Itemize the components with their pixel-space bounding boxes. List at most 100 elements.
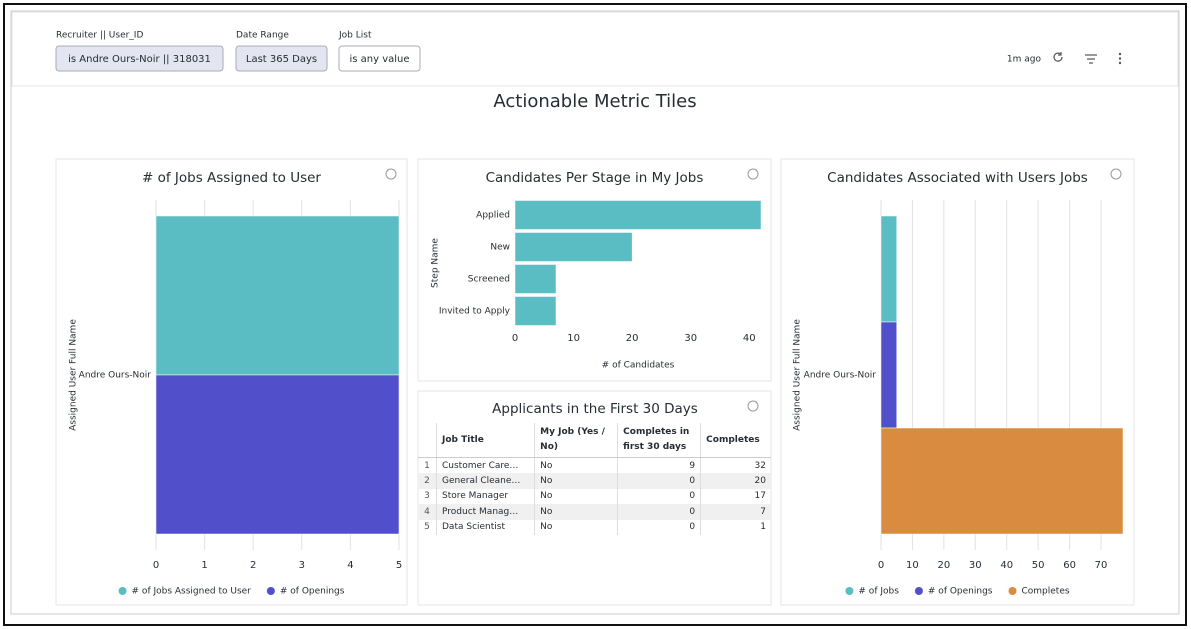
table-cell: 17	[754, 491, 766, 502]
y-axis-label: Step Name	[431, 238, 441, 288]
table-cell: 7	[700, 504, 771, 520]
table: Job Title My Job (Yes / No) Completes in…	[418, 423, 771, 535]
table-cell: 1	[760, 522, 766, 533]
table-cell: No	[534, 519, 619, 535]
x-axis-label: # of Candidates	[602, 361, 675, 371]
x-tick-label: 60	[1063, 560, 1076, 571]
x-tick-label: 50	[1032, 560, 1045, 571]
y-axis-label: Assigned User Full Name	[793, 319, 803, 431]
y-tick-label: Invited to Apply	[439, 307, 511, 317]
table-cell: No	[534, 473, 619, 489]
x-tick-label: 0	[153, 560, 159, 571]
chart-title: Candidates Per Stage in My Jobs	[486, 170, 704, 186]
bar	[514, 232, 633, 262]
y-tick-label: Applied	[476, 211, 510, 221]
dashboard-title: Actionable Metric Tiles	[493, 91, 696, 112]
table-cell: 0	[617, 504, 702, 520]
bar	[514, 264, 557, 294]
filter-chip[interactable]	[338, 45, 421, 72]
table-cell: No	[534, 488, 619, 505]
y-axis-label: Assigned User Full Name	[69, 319, 79, 431]
legend-marker	[266, 587, 275, 595]
y-tick-label: Screened	[468, 275, 510, 285]
legend-marker	[1008, 587, 1017, 595]
x-tick-label: 0	[512, 333, 518, 344]
x-tick-label: 10	[567, 333, 580, 344]
filter-icon[interactable]	[1085, 54, 1097, 64]
column-header[interactable]: Job Title	[436, 423, 536, 458]
x-tick-label: 4	[347, 560, 353, 571]
x-tick-label: 70	[1095, 560, 1108, 571]
column-header[interactable]: Completes	[700, 423, 771, 458]
filter-chip[interactable]	[55, 45, 224, 72]
table-row: 2 General Cleane… No 0 20	[418, 473, 771, 489]
x-tick-label: 30	[684, 333, 697, 344]
table-cell: No	[534, 504, 619, 520]
x-tick-label: 20	[626, 333, 639, 344]
x-tick-label: 10	[906, 560, 919, 571]
x-tick-label: 5	[396, 560, 402, 571]
bar	[514, 296, 557, 326]
legend-label: # of Openings	[928, 587, 993, 597]
filter-value: Last 365 Days	[246, 54, 317, 65]
table-cell: 0	[617, 473, 702, 489]
table-row: 4 Product Manag… No 0 7	[418, 504, 771, 520]
filter-value: is Andre Ours-Noir || 318031	[68, 54, 211, 65]
x-tick-label: 3	[299, 560, 305, 571]
x-tick-label: 2	[250, 560, 256, 571]
bar	[155, 374, 400, 535]
column-header[interactable]: Completes in first 30 days	[617, 423, 702, 458]
table-cell: 0	[617, 519, 702, 535]
legend-marker	[118, 587, 127, 595]
tile	[417, 158, 772, 382]
table-cell: 1	[418, 457, 437, 474]
table-cell: 0	[617, 488, 702, 505]
table-cell: Data Scientist	[436, 519, 536, 535]
column-header[interactable]: My Job (Yes / No)	[534, 423, 619, 458]
x-tick-label: 30	[969, 560, 982, 571]
y-tick-label: Andre Ours-Noir	[79, 371, 152, 381]
bar	[880, 321, 897, 429]
table-body: 1 Customer Care… No 9 32 2 General Cleane… No 0 2…	[418, 457, 771, 535]
refresh-icon[interactable]	[1053, 52, 1063, 62]
x-tick-label: 40	[1000, 560, 1013, 571]
legend-marker	[845, 587, 854, 595]
header-row: Job Title My Job (Yes / No) Completes in…	[418, 423, 771, 458]
table-cell: 9	[617, 457, 702, 474]
table-cell: 4	[418, 504, 437, 520]
table-cell: 20	[700, 473, 771, 489]
table-cell: 3	[418, 488, 437, 505]
filter-label: Job List	[338, 31, 372, 41]
table-cell: 5	[418, 519, 437, 535]
filter-chip[interactable]	[235, 45, 328, 72]
legend-label: Completes	[1022, 587, 1070, 597]
filter-label: Date Range	[236, 31, 289, 41]
x-tick-label: 20	[937, 560, 950, 571]
table-cell: No	[534, 457, 619, 474]
table-row: 5 Data Scientist No 0 1	[418, 519, 771, 535]
chart-title: # of Jobs Assigned to User	[142, 170, 321, 186]
bar	[880, 215, 897, 323]
filter-label: Recruiter || User_ID	[56, 31, 143, 41]
table-cell: Store Manager	[436, 488, 536, 505]
table-cell: Product Manag…	[436, 504, 536, 520]
table-cell: 32	[754, 460, 766, 471]
updated-time: 1m ago	[1007, 55, 1042, 65]
bar	[880, 427, 1124, 535]
chart-title: Candidates Associated with Users Jobs	[827, 170, 1088, 186]
legend-label: # of Jobs Assigned to User	[132, 587, 252, 597]
filter-value: is any value	[349, 54, 409, 65]
legend-label: # of Jobs	[858, 587, 899, 597]
table-title: Applicants in the First 30 Days	[492, 401, 698, 417]
x-tick-label: 1	[201, 560, 207, 571]
menu-icon[interactable]	[1118, 52, 1122, 65]
bar	[155, 215, 400, 376]
tile	[780, 158, 1135, 606]
table-cell: Customer Care…	[436, 457, 536, 474]
x-tick-label: 40	[743, 333, 756, 344]
legend-label: # of Openings	[280, 587, 345, 597]
table-row: 3 Store Manager No 0 17	[418, 488, 771, 505]
table-cell: General Cleane…	[436, 473, 536, 489]
table-cell: 2	[418, 473, 437, 489]
